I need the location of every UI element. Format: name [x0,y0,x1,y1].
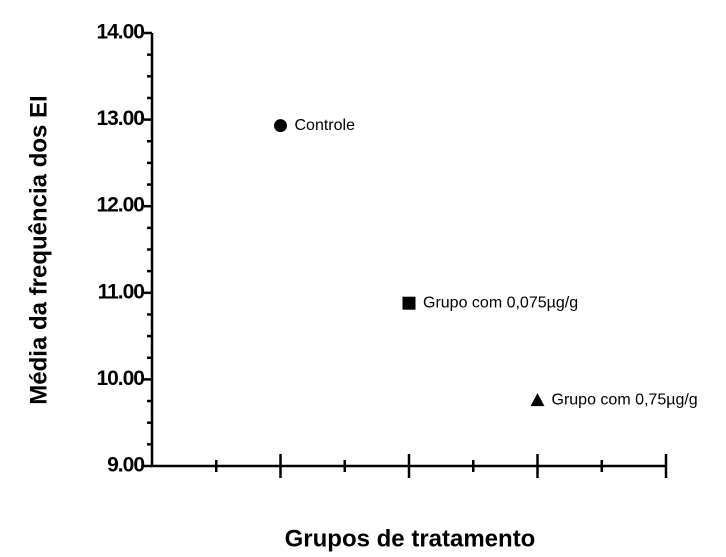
y-tick-label: 14.00 [96,21,144,44]
point [274,119,287,133]
y-tick-label: 13.00 [96,107,144,130]
point [402,296,416,310]
y-axis-label: Média da frequência dos EI [25,95,52,404]
point [530,393,545,407]
y-tick-label: 10.00 [96,367,144,390]
point-label: Grupo com 0,75µg/g [552,391,698,408]
point-label: Grupo com 0,075µg/g [423,294,578,311]
x-axis-label: Grupos de tratamento [285,525,536,552]
y-tick-label: 12.00 [96,194,144,217]
y-tick-label: 9.00 [107,454,144,477]
y-tick-label: 11.00 [98,280,145,303]
point-label: Controle [295,117,356,134]
